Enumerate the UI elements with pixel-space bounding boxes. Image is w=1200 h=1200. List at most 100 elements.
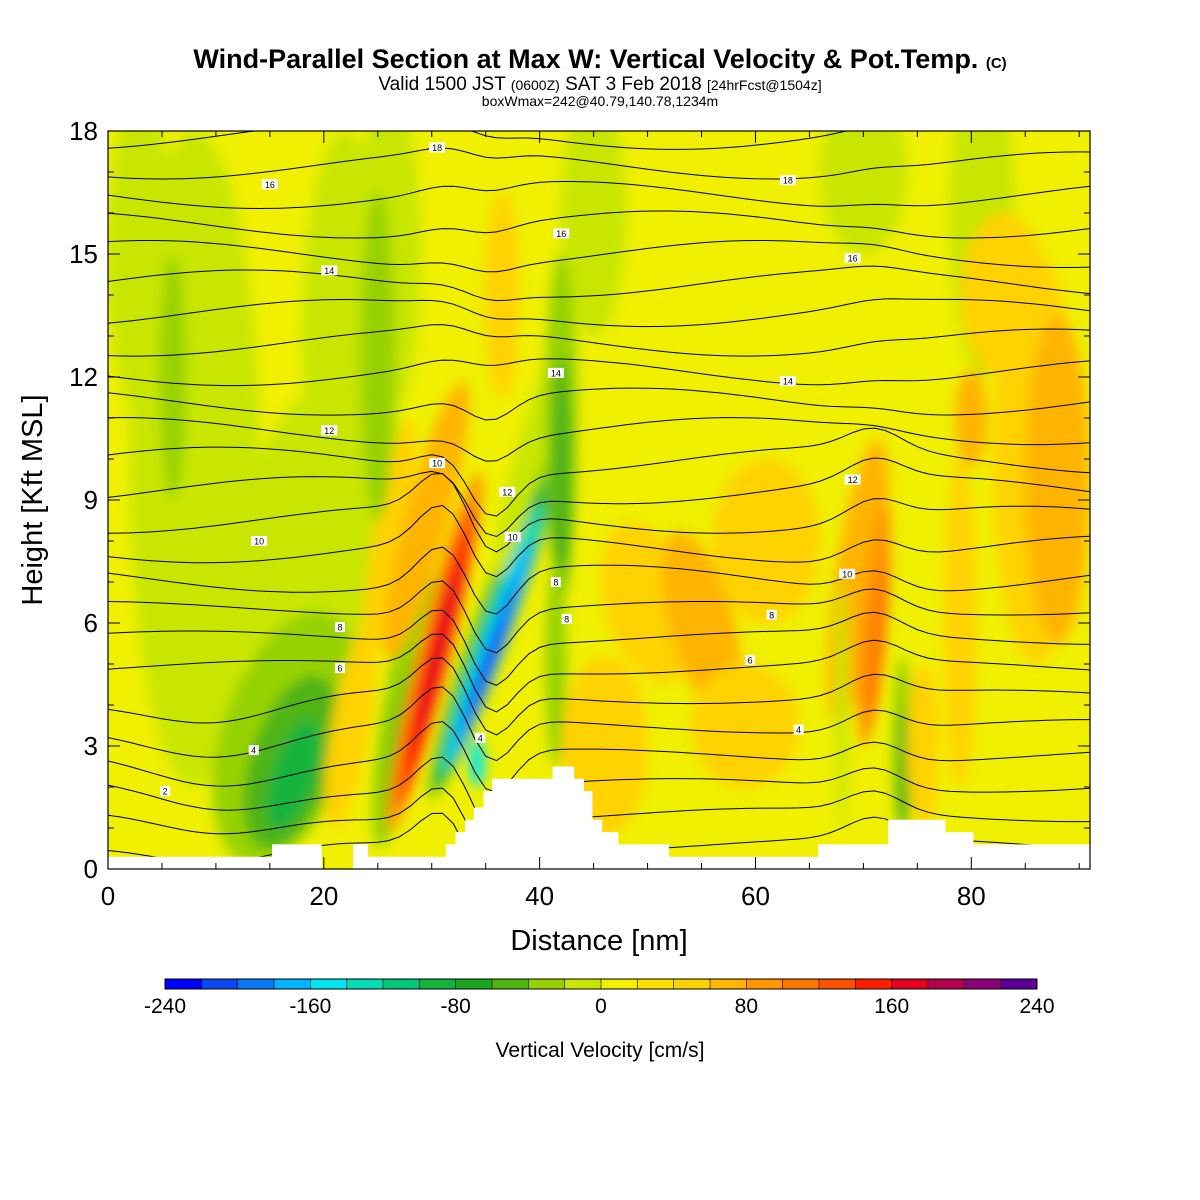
contour-label-bg-18 bbox=[844, 253, 861, 264]
x-axis-label: Distance [nm] bbox=[510, 925, 687, 957]
colorbar-swatch-23 bbox=[1000, 979, 1038, 989]
contour-label-4: 10 bbox=[254, 537, 264, 547]
contour-label-bg-24 bbox=[793, 724, 804, 735]
colorbar-swatch-10 bbox=[528, 979, 565, 989]
contour-label-11: 12 bbox=[502, 487, 512, 497]
velocity-blob-5 bbox=[561, 131, 626, 336]
copyright-mark: (C) bbox=[985, 55, 1007, 72]
theta-contours bbox=[108, 131, 1090, 869]
theta-contour-9 bbox=[108, 546, 1090, 615]
contour-label-bg-16 bbox=[553, 228, 570, 239]
contour-label-1: 4 bbox=[251, 746, 256, 756]
x-tick-label-60: 60 bbox=[741, 881, 770, 911]
velocity-blob-46 bbox=[944, 459, 977, 787]
colorbar-swatch-4 bbox=[310, 979, 347, 989]
colorbar-swatch-15 bbox=[710, 979, 747, 989]
forecast-info: [24hrFcst@1504z] bbox=[706, 77, 822, 93]
velocity-blob-32 bbox=[545, 561, 567, 767]
contour-label-23: 6 bbox=[748, 655, 753, 665]
theta-contour-1 bbox=[108, 787, 1090, 863]
valid-date: SAT 3 Feb 2018 bbox=[565, 74, 702, 95]
theta-contour-20 bbox=[108, 240, 1090, 273]
contour-label-19: 14 bbox=[783, 377, 793, 387]
y-tick-label-9: 9 bbox=[84, 485, 98, 515]
contour-label-22: 8 bbox=[769, 610, 774, 620]
contour-label-20: 12 bbox=[848, 475, 858, 485]
contour-label-bg-10 bbox=[475, 732, 486, 743]
contour-label-bg-17 bbox=[779, 175, 796, 186]
contour-label-bg-0 bbox=[160, 786, 171, 797]
contour-label-bg-15 bbox=[547, 367, 564, 378]
contour-label-bg-14 bbox=[561, 613, 572, 624]
velocity-field: 2 4 6 8 10 12 14 16 18 10 4 12 10 8 8 14 16 18 16 14 12 10 8 6 4 bbox=[108, 131, 1090, 869]
contour-label-bg-23 bbox=[745, 654, 756, 665]
y-tick-label-6: 6 bbox=[84, 608, 98, 638]
contour-label-bg-13 bbox=[550, 577, 561, 587]
colorbar-tick-label-1: -160 bbox=[289, 995, 331, 1018]
theta-contour-7 bbox=[108, 609, 1090, 686]
velocity-blob-28 bbox=[469, 737, 485, 788]
contour-label-bg-21 bbox=[839, 568, 856, 579]
velocity-blob-51 bbox=[159, 254, 186, 500]
colorbar-swatch-14 bbox=[673, 979, 711, 989]
theta-contour-13 bbox=[108, 427, 1090, 517]
velocity-blob-21 bbox=[415, 564, 461, 740]
contour-label-2: 6 bbox=[338, 664, 343, 674]
contour-label-21: 10 bbox=[842, 569, 852, 579]
theta-contour-22 bbox=[108, 181, 1090, 210]
axis-ticks bbox=[107, 130, 1090, 870]
contour-label-5: 12 bbox=[324, 426, 334, 436]
contour-label-bg-1 bbox=[248, 745, 259, 756]
theta-contour-10 bbox=[108, 504, 1090, 578]
contour-label-bg-7 bbox=[261, 179, 278, 190]
velocity-blob-37 bbox=[690, 664, 799, 787]
contour-label-12: 10 bbox=[508, 532, 518, 542]
contour-label-18: 16 bbox=[848, 254, 858, 264]
velocity-blob-7 bbox=[820, 131, 907, 254]
contour-label-bg-2 bbox=[335, 663, 346, 674]
chart-subtitle: Valid 1500 JST (0600Z) SAT 3 Feb 2018 [2… bbox=[0, 74, 1200, 96]
terrain bbox=[108, 766, 1090, 869]
contour-label-bg-4 bbox=[251, 536, 268, 546]
colorbar-swatch-7 bbox=[419, 979, 456, 989]
colorbar-swatch-11 bbox=[564, 979, 602, 989]
colorbar-tick-label-6: 240 bbox=[1019, 995, 1054, 1018]
velocity-blobs bbox=[108, 131, 1090, 865]
box-wmax-info: boxWmax=242@40.79,140.78,1234m bbox=[481, 93, 719, 109]
y-tick-label-18: 18 bbox=[69, 116, 98, 146]
colorbar-swatch-12 bbox=[601, 979, 638, 989]
velocity-blob-15 bbox=[361, 419, 416, 663]
colorbar-swatch-9 bbox=[492, 979, 529, 989]
y-tick-label-15: 15 bbox=[69, 239, 98, 269]
velocity-blob-45 bbox=[906, 664, 939, 828]
utc-time: (0600Z) bbox=[510, 77, 560, 93]
colorbar-swatch-5 bbox=[346, 979, 384, 989]
velocity-blob-16 bbox=[360, 192, 396, 521]
colorbar-tick-label-2: -80 bbox=[440, 995, 470, 1018]
theta-contour-3 bbox=[108, 720, 1090, 793]
velocity-blob-17 bbox=[383, 381, 469, 660]
theta-contour-4 bbox=[108, 686, 1090, 762]
contour-label-bg-19 bbox=[779, 376, 796, 387]
contour-label-3: 8 bbox=[338, 623, 343, 633]
colorbar-swatch-19 bbox=[855, 979, 892, 989]
x-tick-label-20: 20 bbox=[309, 881, 338, 911]
contour-label-17: 18 bbox=[783, 176, 793, 186]
colorbar-swatch-8 bbox=[455, 979, 493, 989]
colorbar-label: Vertical Velocity [cm/s] bbox=[496, 1039, 705, 1062]
theta-contour-19 bbox=[108, 265, 1090, 302]
colorbar-tick-label-3: 0 bbox=[595, 995, 607, 1018]
velocity-blob-33 bbox=[484, 192, 520, 398]
velocity-blob-49 bbox=[960, 213, 1047, 377]
velocity-blob-41 bbox=[867, 561, 888, 726]
colorbar-swatch-21 bbox=[928, 979, 965, 989]
y-tick-label-12: 12 bbox=[69, 362, 98, 392]
x-tick-label-80: 80 bbox=[957, 881, 986, 911]
colorbar: -240 -160 -80 0 80 160 240 Vertical Velocity [c… bbox=[144, 978, 1055, 1062]
theta-contour-5 bbox=[108, 657, 1090, 736]
colorbar-swatch-1 bbox=[201, 979, 238, 989]
chart-title-main: Wind-Parallel Section at Max W: Vertical… bbox=[193, 44, 979, 74]
velocity-blob-48 bbox=[1025, 315, 1090, 644]
colorbar-swatch-13 bbox=[637, 979, 674, 989]
